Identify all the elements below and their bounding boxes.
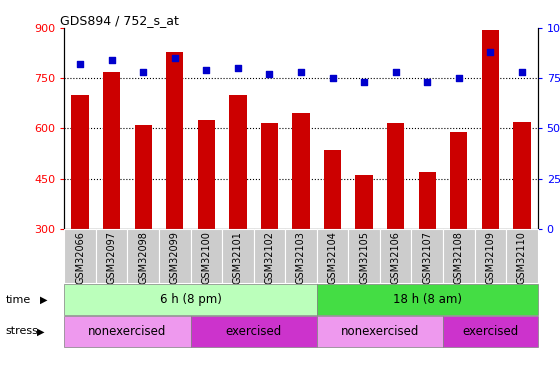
FancyBboxPatch shape [412,229,443,283]
Text: nonexercised: nonexercised [88,325,167,338]
Text: GSM32109: GSM32109 [486,231,495,284]
FancyBboxPatch shape [190,229,222,283]
FancyBboxPatch shape [285,229,317,283]
Text: GSM32108: GSM32108 [454,231,464,284]
FancyBboxPatch shape [317,229,348,283]
FancyBboxPatch shape [506,229,538,283]
Text: exercised: exercised [226,325,282,338]
Text: GDS894 / 752_s_at: GDS894 / 752_s_at [60,14,179,27]
Point [265,71,274,77]
Point [360,79,368,85]
Point [486,49,495,55]
Point [391,69,400,75]
Text: GSM32110: GSM32110 [517,231,527,284]
FancyBboxPatch shape [348,229,380,283]
FancyBboxPatch shape [128,229,159,283]
Point [423,79,432,85]
FancyBboxPatch shape [443,229,474,283]
Point [108,57,116,63]
Bar [356,175,373,329]
FancyBboxPatch shape [474,229,506,283]
Bar [166,51,184,329]
Bar [134,125,152,329]
Point [76,61,85,67]
Bar [482,30,499,329]
Text: GSM32104: GSM32104 [328,231,338,284]
Text: ▶: ▶ [40,295,48,304]
FancyBboxPatch shape [159,229,190,283]
Bar [387,123,404,329]
Bar [229,95,246,329]
Text: GSM32100: GSM32100 [202,231,211,284]
FancyBboxPatch shape [317,284,538,315]
FancyBboxPatch shape [254,229,285,283]
Text: GSM32102: GSM32102 [264,231,274,285]
Point [139,69,148,75]
Point [328,75,337,81]
FancyBboxPatch shape [380,229,412,283]
Bar [103,72,120,329]
Text: exercised: exercised [462,325,519,338]
Bar [72,95,89,329]
Text: GSM32066: GSM32066 [75,231,85,284]
FancyBboxPatch shape [64,284,317,315]
Text: GSM32103: GSM32103 [296,231,306,284]
FancyBboxPatch shape [317,316,443,347]
Point [202,67,211,73]
Text: 6 h (8 pm): 6 h (8 pm) [160,293,222,306]
Text: nonexercised: nonexercised [340,325,419,338]
Text: GSM32105: GSM32105 [359,231,369,285]
Bar [450,132,468,329]
Point [170,55,179,61]
Bar [261,123,278,329]
FancyBboxPatch shape [443,316,538,347]
Text: time: time [6,295,31,304]
FancyBboxPatch shape [190,316,317,347]
Point [297,69,306,75]
Bar [198,120,215,329]
FancyBboxPatch shape [64,316,190,347]
Bar [513,122,530,329]
Bar [418,172,436,329]
FancyBboxPatch shape [64,229,96,283]
Bar [324,150,341,329]
Text: 18 h (8 am): 18 h (8 am) [393,293,461,306]
FancyBboxPatch shape [222,229,254,283]
Text: stress: stress [6,327,39,336]
FancyBboxPatch shape [96,229,128,283]
Point [454,75,463,81]
Text: GSM32099: GSM32099 [170,231,180,284]
Text: GSM32098: GSM32098 [138,231,148,284]
Text: GSM32106: GSM32106 [391,231,400,284]
Text: GSM32107: GSM32107 [422,231,432,285]
Text: GSM32097: GSM32097 [107,231,116,285]
Point [517,69,526,75]
Text: GSM32101: GSM32101 [233,231,243,284]
Text: ▶: ▶ [37,327,44,336]
Point [234,65,242,71]
Bar [292,113,310,329]
